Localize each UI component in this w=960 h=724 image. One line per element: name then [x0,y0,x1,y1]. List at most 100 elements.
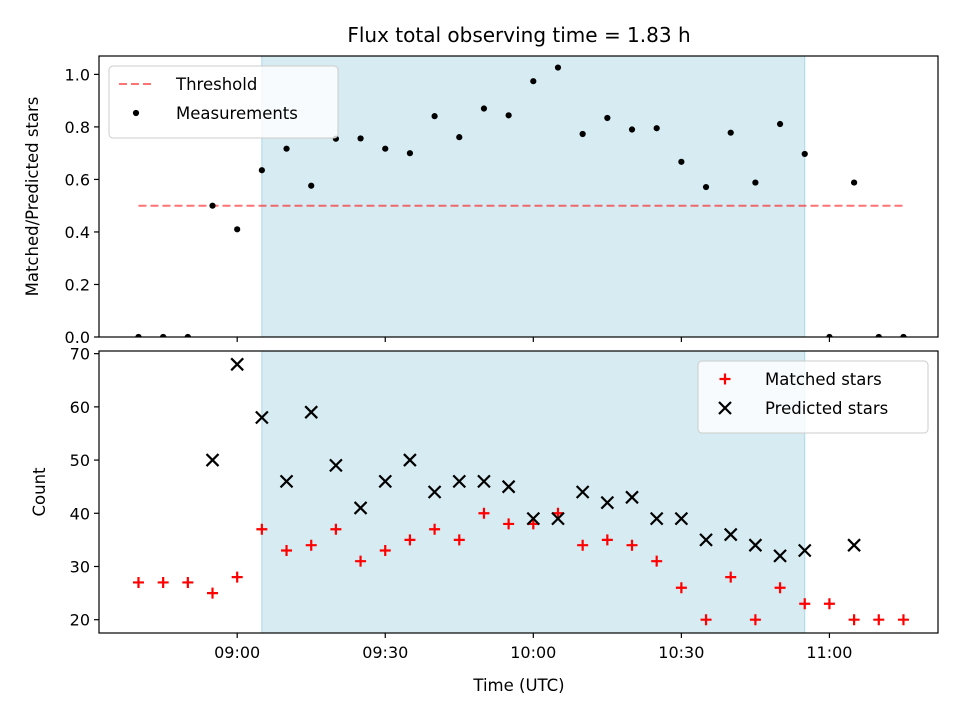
series-bottom-0 [132,507,909,626]
legend-label-bottom-1: Predicted stars [765,399,888,418]
data-point-bottom-1-11 [477,474,491,489]
data-point-bottom-1-23 [773,549,787,563]
data-point-bottom-1-3 [279,474,294,489]
data-point-bottom-0-5 [256,523,268,535]
data-point-bottom-0-0 [132,576,144,588]
y-tick-label-bottom-1: 30 [70,557,90,576]
x-tick-label-0: 09:00 [214,643,260,662]
data-point-bottom-0-30 [873,614,885,626]
plot-area-top [135,64,907,337]
data-point-top-0-10 [382,145,389,152]
data-point-top-0-5 [258,167,265,174]
data-point-bottom-1-6 [353,501,368,515]
legend-label-top-1: Measurements [176,104,298,123]
y-tick-label-top-2: 0.4 [65,223,90,242]
data-point-top-0-21 [653,125,660,132]
legend-box-top [108,65,339,139]
data-point-bottom-0-10 [379,545,391,557]
data-point-bottom-0-3 [207,587,219,599]
data-point-bottom-1-25 [847,538,861,552]
y-tick-label-bottom-2: 40 [70,504,90,523]
legend-marker-top-1 [132,109,140,117]
plot-area-bottom [132,357,909,626]
data-point-bottom-0-22 [675,582,687,594]
data-point-top-0-2 [184,333,191,337]
data-point-bottom-1-1 [230,357,244,372]
x-axis-label: Time (UTC) [472,676,564,695]
y-tick-label-bottom-0: 20 [70,611,90,630]
data-point-bottom-0-13 [453,534,465,546]
series-bottom-1 [205,357,861,563]
data-point-top-0-7 [308,182,315,189]
data-point-bottom-0-17 [552,507,564,519]
data-point-bottom-0-24 [725,571,737,583]
y-tick-label-top-3: 0.6 [65,170,90,189]
data-point-bottom-0-25 [749,614,761,626]
data-point-bottom-1-13 [526,511,541,526]
data-point-bottom-0-6 [281,545,293,557]
data-point-bottom-1-24 [797,543,812,558]
data-point-bottom-1-16 [600,495,615,510]
data-point-bottom-0-23 [700,614,712,626]
data-point-top-0-28 [826,333,833,337]
data-point-bottom-1-7 [378,474,393,489]
data-point-bottom-0-8 [330,523,342,535]
top-panel: 0.0 0.2 0.4 0.6 0.8 1.0 Matched/Predicted star… [23,55,939,347]
data-point-bottom-0-7 [305,539,317,551]
data-point-top-0-4 [234,226,241,233]
data-point-bottom-1-20 [699,533,713,547]
data-point-bottom-0-12 [429,523,441,535]
data-point-bottom-0-16 [527,518,539,530]
chart-title: Flux total observing time = 1.83 h [347,23,690,47]
data-point-top-0-16 [530,78,537,85]
data-point-bottom-0-14 [478,507,490,519]
data-point-top-0-18 [579,130,586,138]
data-point-bottom-1-18 [649,511,664,526]
data-point-top-0-20 [628,126,636,133]
data-point-top-0-19 [604,114,611,122]
x-tick-label-1: 09:30 [362,643,408,662]
bottom-panel: 20 30 40 50 60 70 09:00 09:30 10:00 10:30 11:00 Cou… [30,345,939,662]
data-point-bottom-0-21 [651,555,663,567]
data-point-bottom-0-27 [799,598,811,610]
y-tick-label-bottom-5: 70 [70,345,90,364]
data-point-bottom-0-15 [503,518,515,530]
data-point-bottom-1-22 [748,538,763,552]
data-point-top-0-29 [851,179,858,186]
data-point-bottom-0-29 [848,614,860,626]
y-tick-label-top-0: 0.0 [65,328,90,347]
x-tick-label-2: 10:00 [510,643,556,662]
data-point-bottom-0-4 [231,571,243,583]
y-tick-label-bottom-3: 50 [70,451,90,470]
data-point-bottom-0-19 [601,534,613,546]
data-point-bottom-0-11 [404,534,416,546]
x-tick-label-4: 11:00 [806,643,852,662]
data-point-bottom-1-8 [403,453,417,467]
data-point-top-0-13 [456,134,463,141]
axes-frame-top [98,55,939,338]
data-point-top-0-1 [160,333,167,337]
data-point-bottom-1-15 [575,485,590,499]
y-tick-label-bottom-4: 60 [70,398,90,417]
observing-span-top [261,55,806,338]
legend-label-top-0: Threshold [175,75,257,94]
data-point-top-0-14 [480,105,488,112]
data-point-top-0-24 [727,129,734,136]
y-tick-label-top-5: 1.0 [65,65,90,84]
data-point-top-0-27 [801,150,808,158]
data-point-bottom-0-31 [897,614,909,626]
data-point-bottom-1-4 [304,405,318,419]
axes-frame-bottom [98,350,939,634]
data-point-bottom-0-1 [157,576,169,588]
legend-box-bottom [697,360,929,434]
data-point-bottom-1-19 [674,511,689,526]
legend-marker-bottom-1 [718,401,732,415]
series-top-0 [135,64,907,337]
y-tick-label-top-1: 0.2 [65,275,90,294]
y-axis-label-top: Matched/Predicted stars [23,97,42,297]
data-point-bottom-1-5 [329,458,343,473]
data-point-bottom-0-9 [355,555,367,567]
data-point-top-0-25 [752,179,759,186]
legend-label-bottom-0: Matched stars [765,370,882,389]
